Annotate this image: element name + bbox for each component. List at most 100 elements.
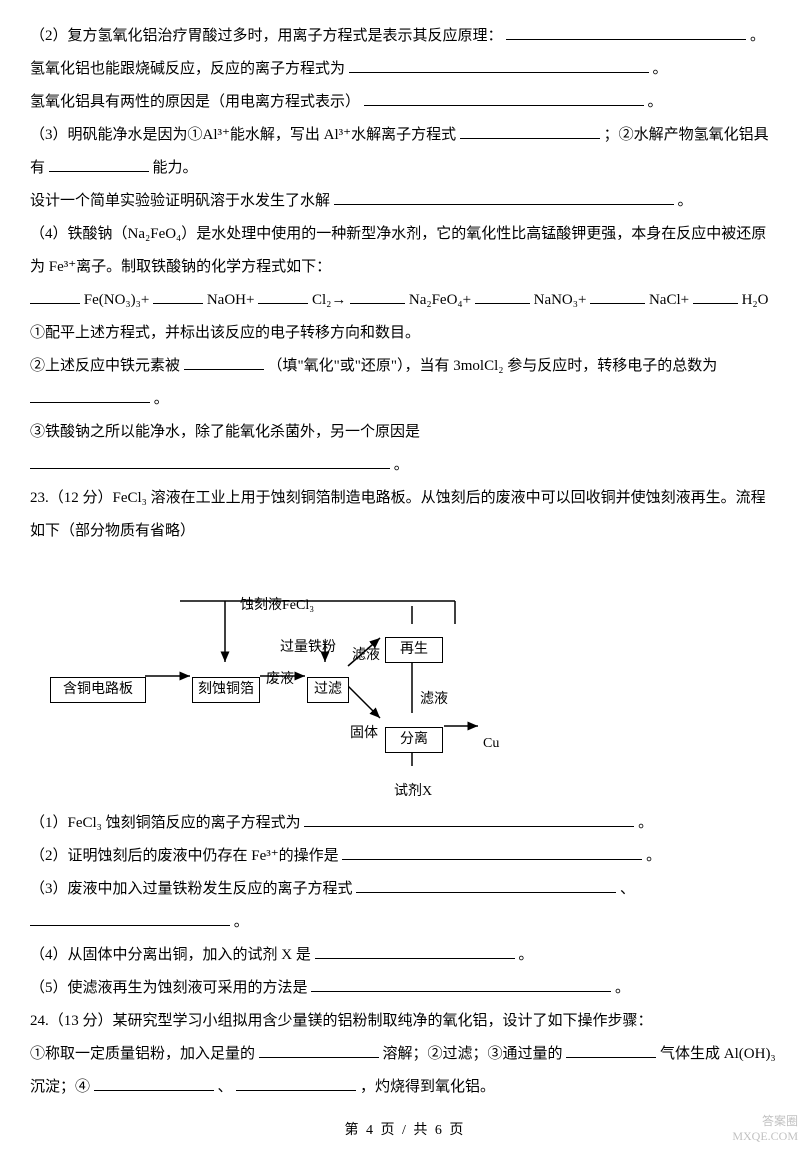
text: （1）FeCl₃ 蚀刻铜箔反应的离子方程式为: [30, 815, 301, 831]
text: ①称取一定质量铝粉，加入足量的: [30, 1046, 255, 1062]
q23-intro: 23.（12 分）FeCl₃ 溶液在工业上用于蚀刻铜箔制造电路板。从蚀刻后的废液…: [30, 482, 780, 548]
label-cu: Cu: [483, 729, 499, 760]
text: 溶解；②过滤；③通过量的: [383, 1046, 563, 1062]
text: （3）明矾能净水是因为①Al³⁺能水解，写出 Al³⁺水解离子方程式: [30, 127, 456, 143]
text: 氢氧化铝具有两性的原因是（用电离方程式表示）: [30, 94, 360, 110]
q23-3: （3）废液中加入过量铁粉发生反应的离子方程式 、 。: [30, 873, 780, 939]
text: 能力。: [153, 160, 198, 176]
text: （填"氧化"或"还原"），当有 3molCl₂ 参与反应时，转移电子的总数为: [268, 358, 718, 374]
blank[interactable]: [334, 188, 674, 206]
label-filtrate1: 滤液: [352, 641, 380, 672]
blank[interactable]: [506, 23, 746, 41]
eq-part: NaOH+: [207, 292, 255, 308]
eq-part: NaNO₃+: [534, 292, 587, 308]
watermark: 答案圈 MXQE.COM: [732, 1114, 798, 1145]
text: 24.（13 分）某研究型学习小组拟用含少量镁的铝粉制取纯净的氧化铝，设计了如下…: [30, 1013, 653, 1029]
wm-line1: 答案圈: [732, 1114, 798, 1130]
eq-part: H₂O: [742, 292, 769, 308]
q23-2: （2）证明蚀刻后的废液中仍存在 Fe³⁺的操作是 。: [30, 840, 780, 873]
period: 。: [678, 193, 693, 209]
text: ③铁酸钠之所以能净水，除了能氧化杀菌外，另一个原因是: [30, 424, 420, 440]
text: 23.（12 分）FeCl₃ 溶液在工业上用于蚀刻铜箔制造电路板。从蚀刻后的废液…: [30, 490, 766, 539]
coef-blank[interactable]: [590, 287, 645, 305]
blank[interactable]: [566, 1041, 656, 1059]
flow-diagram: 含铜电路板 刻蚀铜箔 过滤 再生 分离 蚀刻液FeCl₃ 过量铁粉 废液 滤液 …: [50, 566, 780, 789]
eq-part: Na₂FeO₄+: [409, 292, 471, 308]
period: 。: [394, 457, 409, 473]
blank[interactable]: [311, 975, 611, 993]
text: （3）废液中加入过量铁粉发生反应的离子方程式: [30, 881, 353, 897]
q3-line1: （3）明矾能净水是因为①Al³⁺能水解，写出 Al³⁺水解离子方程式 ；②水解产…: [30, 119, 780, 185]
blank[interactable]: [304, 810, 634, 828]
q4-sub2: ②上述反应中铁元素被 （填"氧化"或"还原"），当有 3molCl₂ 参与反应时…: [30, 350, 780, 416]
blank[interactable]: [30, 452, 390, 470]
blank[interactable]: [259, 1041, 379, 1059]
period: 。: [653, 61, 668, 77]
label-etch-liq: 蚀刻液FeCl₃: [240, 591, 314, 622]
blank[interactable]: [94, 1074, 214, 1092]
page-footer: 第 4 页 / 共 6 页: [30, 1116, 780, 1147]
blank[interactable]: [460, 122, 600, 140]
q4-intro: （4）铁酸钠（Na₂FeO₄）是水处理中使用的一种新型净水剂，它的氧化性比高锰酸…: [30, 218, 780, 284]
q24-steps2: 沉淀；④ 、 ，灼烧得到氧化铝。: [30, 1071, 780, 1104]
blank[interactable]: [49, 155, 149, 173]
blank[interactable]: [315, 942, 515, 960]
sep: 、: [218, 1079, 233, 1095]
coef-blank[interactable]: [30, 287, 80, 305]
blank[interactable]: [30, 909, 230, 927]
label-waste: 废液: [266, 665, 294, 696]
period: 。: [154, 391, 169, 407]
q24-steps1: ①称取一定质量铝粉，加入足量的 溶解；②过滤；③通过量的 气体生成 Al(OH)…: [30, 1038, 780, 1071]
period: 。: [750, 28, 765, 44]
blank[interactable]: [342, 843, 642, 861]
text: （4）铁酸钠（Na₂FeO₄）是水处理中使用的一种新型净水剂，它的氧化性比高锰酸…: [30, 226, 766, 275]
q24-intro: 24.（13 分）某研究型学习小组拟用含少量镁的铝粉制取纯净的氧化铝，设计了如下…: [30, 1005, 780, 1038]
box-filter: 过滤: [307, 677, 349, 703]
q4-sub1: ①配平上述方程式，并标出该反应的电子转移方向和数目。: [30, 317, 780, 350]
q23-5: （5）使滤液再生为蚀刻液可采用的方法是 。: [30, 972, 780, 1005]
text: 设计一个简单实验验证明矾溶于水发生了水解: [30, 193, 330, 209]
text: （5）使滤液再生为蚀刻液可采用的方法是: [30, 980, 308, 996]
text: 气体生成 Al(OH)₃: [660, 1046, 776, 1062]
box-separate: 分离: [385, 727, 443, 753]
period: 。: [646, 848, 661, 864]
text: 氢氧化铝也能跟烧碱反应，反应的离子方程式为: [30, 61, 345, 77]
coef-blank[interactable]: [153, 287, 203, 305]
blank[interactable]: [184, 353, 264, 371]
label-reagent-x: 试剂X: [394, 777, 432, 808]
coef-blank[interactable]: [475, 287, 530, 305]
eq-part: Fe(NO₃)₃+: [84, 292, 150, 308]
blank[interactable]: [236, 1074, 356, 1092]
blank[interactable]: [364, 89, 644, 107]
text: ②上述反应中铁元素被: [30, 358, 180, 374]
blank[interactable]: [356, 876, 616, 894]
eq-part: Cl₂→: [312, 292, 346, 308]
period: 。: [234, 914, 249, 930]
box-regen: 再生: [385, 637, 443, 663]
sep: 、: [620, 881, 635, 897]
label-solid: 固体: [350, 719, 378, 750]
coef-blank[interactable]: [350, 287, 405, 305]
eq-part: NaCl+: [649, 292, 689, 308]
text: （2）复方氢氧化铝治疗胃酸过多时，用离子方程式是表示其反应原理：: [30, 28, 503, 44]
q3-line2: 设计一个简单实验验证明矾溶于水发生了水解 。: [30, 185, 780, 218]
blank[interactable]: [30, 386, 150, 404]
coef-blank[interactable]: [693, 287, 738, 305]
text: ①配平上述方程式，并标出该反应的电子转移方向和数目。: [30, 325, 420, 341]
text: ，灼烧得到氧化铝。: [360, 1079, 495, 1095]
blank[interactable]: [349, 56, 649, 74]
box-etch: 刻蚀铜箔: [192, 677, 260, 703]
label-filtrate2: 滤液: [420, 685, 448, 716]
equation: Fe(NO₃)₃+ NaOH+ Cl₂→ Na₂FeO₄+ NaNO₃+ NaC…: [30, 284, 780, 317]
q2-line1: （2）复方氢氧化铝治疗胃酸过多时，用离子方程式是表示其反应原理： 。: [30, 20, 780, 53]
text: （2）证明蚀刻后的废液中仍存在 Fe³⁺的操作是: [30, 848, 339, 864]
coef-blank[interactable]: [258, 287, 308, 305]
box-cu-board: 含铜电路板: [50, 677, 146, 703]
q4-sub3: ③铁酸钠之所以能净水，除了能氧化杀菌外，另一个原因是 。: [30, 416, 780, 482]
period: 。: [638, 815, 653, 831]
wm-line2: MXQE.COM: [732, 1129, 798, 1145]
q23-4: （4）从固体中分离出铜，加入的试剂 X 是 。: [30, 939, 780, 972]
q2-line3: 氢氧化铝具有两性的原因是（用电离方程式表示） 。: [30, 86, 780, 119]
q23-1: （1）FeCl₃ 蚀刻铜箔反应的离子方程式为 。: [30, 807, 780, 840]
period: 。: [648, 94, 663, 110]
